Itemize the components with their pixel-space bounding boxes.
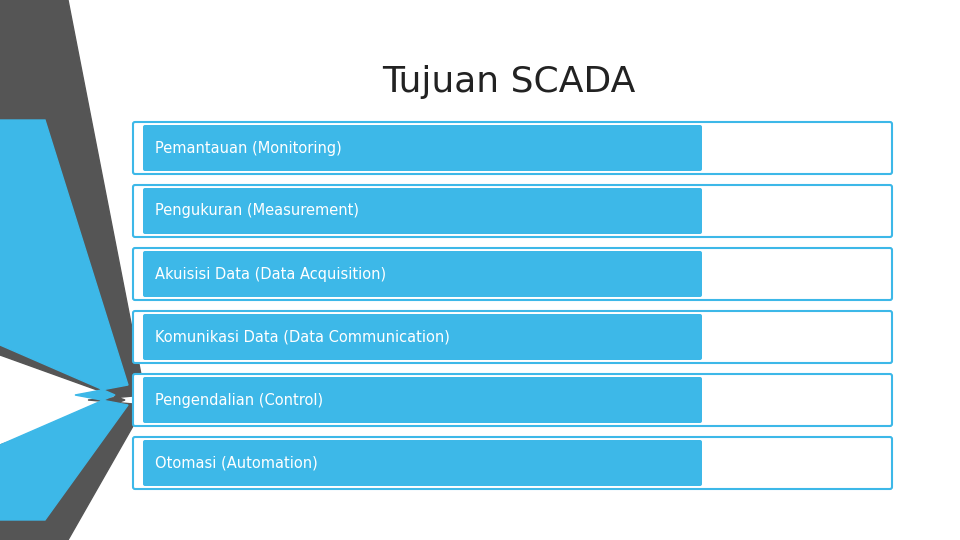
Text: Otomasi (Automation): Otomasi (Automation)	[155, 456, 318, 470]
FancyBboxPatch shape	[143, 314, 702, 360]
FancyBboxPatch shape	[143, 188, 702, 234]
Text: Pengendalian (Control): Pengendalian (Control)	[155, 393, 324, 408]
Text: Tujuan SCADA: Tujuan SCADA	[382, 65, 636, 99]
FancyBboxPatch shape	[143, 125, 702, 171]
FancyBboxPatch shape	[133, 374, 892, 426]
FancyBboxPatch shape	[133, 311, 892, 363]
FancyBboxPatch shape	[133, 437, 892, 489]
FancyBboxPatch shape	[133, 248, 892, 300]
Text: Pengukuran (Measurement): Pengukuran (Measurement)	[155, 204, 359, 219]
FancyBboxPatch shape	[133, 122, 892, 174]
FancyBboxPatch shape	[143, 251, 702, 297]
Polygon shape	[0, 0, 145, 540]
FancyBboxPatch shape	[143, 440, 702, 486]
FancyBboxPatch shape	[133, 185, 892, 237]
Text: Akuisisi Data (Data Acquisition): Akuisisi Data (Data Acquisition)	[155, 267, 386, 281]
FancyBboxPatch shape	[143, 377, 702, 423]
Polygon shape	[0, 120, 128, 520]
Text: Komunikasi Data (Data Communication): Komunikasi Data (Data Communication)	[155, 329, 450, 345]
Text: Pemantauan (Monitoring): Pemantauan (Monitoring)	[155, 140, 342, 156]
